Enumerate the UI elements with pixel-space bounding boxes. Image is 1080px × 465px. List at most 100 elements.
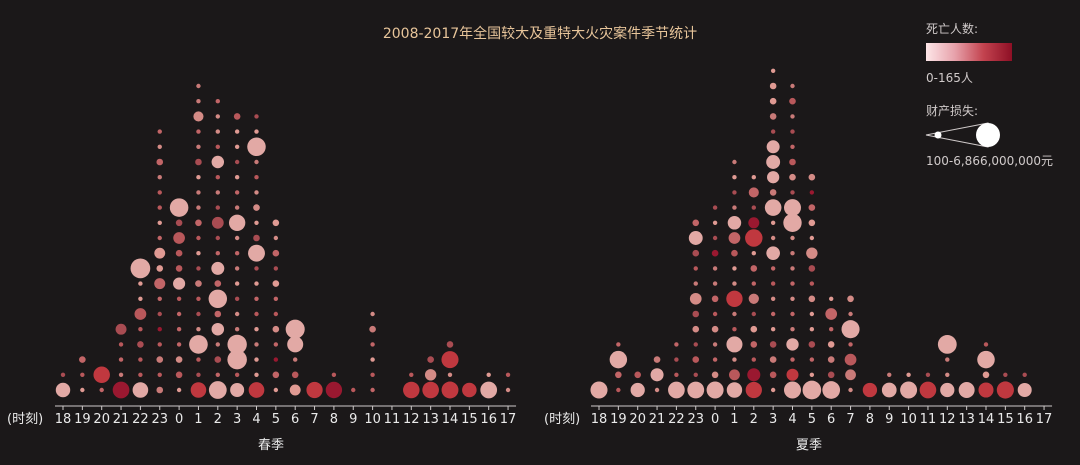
legend-death-range: 0-165人 xyxy=(926,71,973,85)
fire-case-dot xyxy=(287,336,304,353)
fire-case-dot xyxy=(234,296,240,301)
hour-tick-label: 4 xyxy=(252,412,260,427)
fire-case-dot xyxy=(770,68,776,74)
fire-case-dot xyxy=(234,235,240,241)
fire-case-dot xyxy=(615,371,622,379)
fire-case-dot xyxy=(190,382,207,398)
hour-tick-label: 21 xyxy=(113,412,130,427)
hour-tick-label: 12 xyxy=(939,412,956,427)
fire-case-dot xyxy=(79,356,86,363)
hour-tick-label: 17 xyxy=(500,412,517,427)
fire-case-dot xyxy=(769,371,777,379)
fire-case-dot xyxy=(692,310,700,318)
fire-case-dot xyxy=(134,308,147,320)
fire-case-dot xyxy=(732,159,737,165)
fire-case-dot xyxy=(93,366,110,384)
fire-case-dot xyxy=(1022,372,1027,377)
hour-tick-label: 1 xyxy=(194,412,202,427)
hour-tick-label: 7 xyxy=(310,412,318,427)
fire-case-dot xyxy=(764,199,782,216)
fire-case-dot xyxy=(747,368,761,382)
fire-case-dot xyxy=(441,381,459,399)
fire-case-dot xyxy=(790,190,795,195)
fire-case-dot xyxy=(848,311,853,317)
fire-case-dot xyxy=(234,281,240,286)
hour-tick-label: 20 xyxy=(629,412,646,427)
hour-axis-prefix-spring: (时刻) xyxy=(7,412,44,427)
fire-case-dot xyxy=(945,357,950,362)
fire-case-dot xyxy=(234,372,240,377)
fire-case-dot xyxy=(176,327,182,332)
hour-tick-label: 6 xyxy=(291,412,299,427)
fire-case-dot xyxy=(1003,372,1008,377)
hour-tick-label: 19 xyxy=(74,412,91,427)
fire-case-dot xyxy=(726,336,743,353)
fire-case-dot xyxy=(732,266,737,271)
hour-tick-label: 8 xyxy=(330,412,338,427)
fire-case-dot xyxy=(228,214,246,231)
hour-tick-label: 15 xyxy=(461,412,478,427)
fire-case-dot xyxy=(370,372,375,377)
fire-case-dot xyxy=(808,295,816,303)
fire-case-dot xyxy=(175,249,183,257)
season-label-spring: 春季 xyxy=(258,438,285,453)
fire-case-dot xyxy=(157,129,162,134)
fire-case-dot xyxy=(293,357,298,362)
fire-case-dot xyxy=(769,113,777,120)
fire-case-dot xyxy=(505,372,511,377)
fire-case-dot xyxy=(732,311,737,317)
fire-case-dot xyxy=(982,371,990,379)
fire-case-dot xyxy=(996,381,1014,399)
fire-case-dot xyxy=(273,311,279,317)
fire-case-dot xyxy=(227,349,247,370)
fire-case-dot xyxy=(325,381,343,399)
fire-case-dot xyxy=(692,356,700,363)
fire-case-dot xyxy=(80,387,85,393)
fire-case-dot xyxy=(729,369,740,381)
fire-case-dot xyxy=(841,320,860,339)
spring-panel: 18 19 20 21 22 23 0 1 2 3 4 5 6 7 8 9 10 11 12 13 14 15 16 17 xyxy=(55,83,517,427)
fire-case-dot xyxy=(156,356,164,363)
fire-case-dot xyxy=(215,190,220,195)
fire-case-dot xyxy=(505,387,511,393)
hour-tick-label: 11 xyxy=(384,412,401,427)
fire-case-dot xyxy=(196,83,201,89)
fire-case-dot xyxy=(234,251,240,256)
fire-case-dot xyxy=(211,322,225,336)
fire-case-dot xyxy=(726,290,743,307)
fire-case-dot xyxy=(370,311,375,317)
fire-case-dot xyxy=(790,235,795,241)
hour-tick-label: 3 xyxy=(233,412,241,427)
hour-tick-label: 13 xyxy=(422,412,439,427)
fire-case-dot xyxy=(919,381,937,399)
fire-case-dot xyxy=(790,83,795,89)
fire-case-dot xyxy=(234,175,240,180)
fire-case-dot xyxy=(254,129,259,134)
fire-case-dot xyxy=(900,381,918,399)
fire-case-dot xyxy=(881,382,897,398)
fire-case-dot xyxy=(196,175,201,180)
fire-case-dot xyxy=(403,381,420,399)
fire-case-dot xyxy=(808,173,816,181)
fire-case-dot xyxy=(196,357,201,362)
fire-case-dot xyxy=(254,175,259,180)
hour-tick-label: 9 xyxy=(885,412,893,427)
fire-case-dot xyxy=(751,357,756,362)
fire-case-dot xyxy=(727,216,742,230)
chart-title: 2008-2017年全国较大及重特大火灾案件季节统计 xyxy=(382,26,698,42)
fire-case-dot xyxy=(234,159,240,165)
fire-case-dot xyxy=(157,190,162,195)
fire-case-dot xyxy=(289,384,301,396)
fire-case-dot xyxy=(790,129,795,134)
fire-case-dot xyxy=(769,82,777,90)
fire-case-dot xyxy=(790,251,795,256)
fire-case-dot xyxy=(137,341,144,348)
hour-tick-label: 5 xyxy=(808,412,816,427)
fire-case-dot xyxy=(234,327,240,332)
fire-case-dot xyxy=(616,387,621,393)
fire-case-dot xyxy=(176,342,182,347)
fire-case-dot xyxy=(234,266,240,271)
fire-case-dot xyxy=(273,296,279,301)
fire-case-dot xyxy=(848,387,853,393)
fire-case-dot xyxy=(750,325,758,333)
